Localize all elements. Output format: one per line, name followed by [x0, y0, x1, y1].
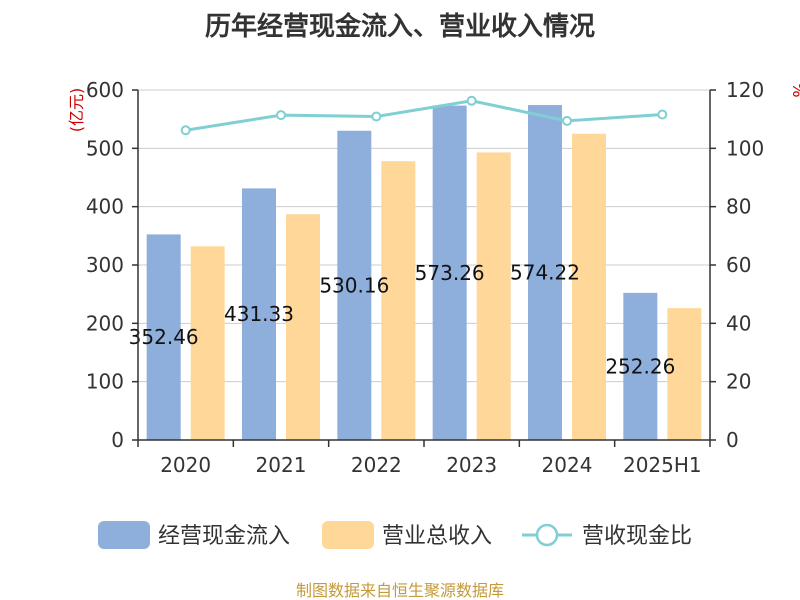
grid-lines	[138, 89, 710, 441]
x-tick-label: 2020	[160, 453, 211, 477]
x-tick-label: 2023	[446, 453, 497, 477]
bar-cash-inflow	[528, 105, 562, 440]
ratio-point	[657, 109, 668, 120]
x-tick-label: 2021	[256, 453, 307, 477]
data-label: 252.26	[605, 354, 675, 378]
x-tick-label: 2025H1	[623, 453, 702, 477]
ratio-point	[371, 111, 382, 122]
data-label: 574.22	[510, 261, 580, 285]
y-right-unit-label: %	[789, 82, 800, 97]
bar-cash-inflow	[242, 188, 276, 440]
bar-total-revenue	[381, 161, 416, 440]
legend-swatch-total-revenue	[322, 521, 374, 549]
bar-total-revenue	[286, 214, 320, 440]
y-right-tick-label: 0	[726, 428, 739, 452]
data-labels: 352.46 431.33 530.16 573.26 574.22 252.26	[129, 261, 676, 379]
y-right-tick-label: 20	[726, 370, 751, 394]
bar-cash-inflow	[337, 130, 372, 441]
ratio-line	[180, 95, 668, 136]
y-left-tick-label: 200	[86, 311, 124, 335]
x-tick-label: 2022	[351, 453, 402, 477]
axes: 0 100 200 300 400 500 600 0 20 40 60 80 100 120 2020 20…	[86, 78, 764, 477]
legend-label-ratio: 营收现金比	[582, 524, 692, 549]
y-left-tick-label: 0	[111, 428, 124, 452]
y-left-tick-label: 100	[86, 370, 124, 394]
chart-title: 历年经营现金流入、营业收入情况	[205, 11, 595, 42]
y-right-tick-label: 40	[726, 311, 751, 335]
ratio-line-path	[185, 99, 663, 132]
y-right-tick-label: 120	[726, 78, 764, 102]
bar-cash-inflow	[146, 234, 181, 440]
y-right-tick-label: 100	[726, 136, 764, 160]
bar-total-revenue	[667, 308, 702, 440]
ratio-point	[466, 95, 477, 106]
bar-total-revenue	[190, 246, 225, 440]
x-tick-label: 2024	[542, 453, 593, 477]
y-right-tick-label: 80	[726, 195, 751, 219]
y-left-tick-label: 500	[86, 136, 124, 160]
legend-label-cash-inflow: 经营现金流入	[158, 524, 290, 549]
data-label: 352.46	[129, 325, 199, 349]
ratio-point	[276, 110, 286, 121]
y-left-tick-label: 300	[86, 253, 124, 277]
y-right-tick-label: 60	[726, 253, 751, 277]
bar-cash-inflow	[623, 292, 658, 440]
bar-total-revenue	[476, 152, 511, 440]
y-left-tick-label: 600	[86, 78, 124, 102]
legend-swatch-ratio-marker	[535, 523, 559, 547]
source-note: 制图数据来自恒生聚源数据库	[296, 581, 504, 600]
legend-swatch-cash-inflow	[98, 521, 150, 549]
bars	[146, 105, 702, 441]
ratio-point	[180, 125, 191, 136]
bar-total-revenue	[572, 133, 606, 440]
legend: 经营现金流入 营业总收入 营收现金比	[98, 521, 692, 549]
data-label: 530.16	[319, 273, 389, 297]
ratio-point	[562, 115, 572, 126]
bar-cash-inflow	[432, 105, 467, 441]
legend-label-total-revenue: 营业总收入	[382, 524, 492, 549]
y-left-unit-label: (亿元)	[67, 88, 86, 133]
y-left-tick-label: 400	[86, 195, 124, 219]
data-label: 573.26	[415, 261, 485, 285]
data-label: 431.33	[224, 302, 294, 326]
